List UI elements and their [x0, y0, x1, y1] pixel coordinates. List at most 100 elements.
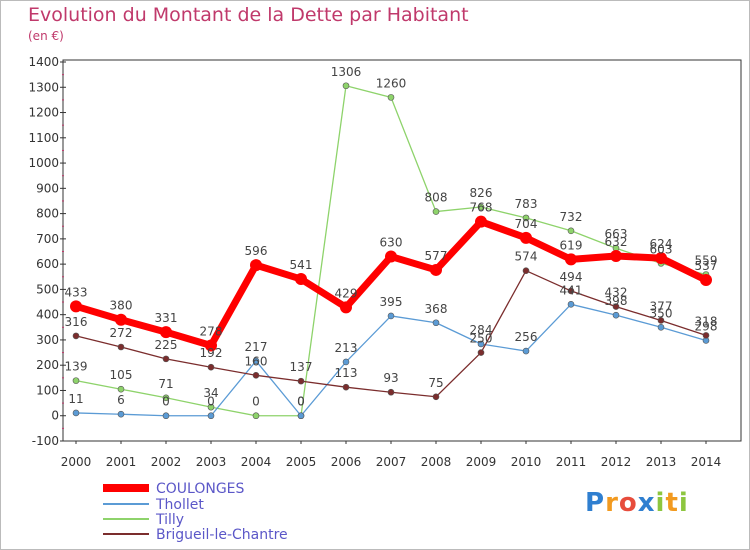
data-point [610, 250, 622, 263]
legend-entry: Brigueil-le-Chantre [156, 527, 288, 543]
x-tick-label: 2014 [691, 455, 722, 469]
y-tick-label: 100 [36, 383, 59, 397]
data-label: 71 [158, 377, 173, 391]
data-label: 93 [383, 371, 398, 385]
y-tick-label: 300 [36, 333, 59, 347]
data-label: 192 [200, 346, 223, 360]
y-tick-label: 1100 [28, 131, 59, 145]
y-tick-label: 200 [36, 358, 59, 372]
data-point [567, 287, 575, 295]
data-point [655, 252, 667, 265]
data-point [342, 358, 350, 366]
x-tick-label: 2005 [286, 455, 317, 469]
data-label: 6 [117, 393, 125, 407]
data-label: 826 [470, 186, 493, 200]
x-tick-label: 2011 [556, 455, 587, 469]
data-point [702, 332, 710, 339]
data-label: 316 [65, 315, 88, 329]
data-point [252, 372, 260, 379]
data-point [612, 311, 620, 319]
data-label: 632 [605, 235, 628, 249]
data-label: 1260 [376, 76, 407, 90]
data-point [522, 347, 530, 355]
y-tick-label: 1400 [28, 55, 59, 69]
data-point [205, 339, 217, 352]
data-label: 395 [380, 295, 403, 309]
data-label: 377 [650, 299, 673, 313]
data-label: 350 [650, 306, 673, 320]
data-label: 559 [695, 253, 718, 267]
data-label: 160 [245, 354, 268, 368]
y-tick-label: 1300 [28, 80, 59, 94]
data-point [252, 357, 260, 365]
y-tick-label: 400 [36, 308, 59, 322]
unit-label: (en €) [28, 29, 64, 43]
data-label: 1306 [331, 65, 362, 79]
data-label: 217 [245, 340, 268, 354]
data-point [387, 312, 395, 320]
data-label: 541 [290, 258, 313, 272]
data-label: 113 [335, 366, 358, 380]
data-point [160, 326, 172, 339]
x-tick-label: 2008 [421, 455, 452, 469]
data-point [567, 227, 575, 235]
chart-title: Evolution du Montant de la Dette par Hab… [28, 4, 469, 26]
data-label: 441 [560, 283, 583, 297]
data-label: 318 [695, 314, 718, 328]
data-point [117, 410, 125, 418]
data-label: 624 [650, 237, 673, 251]
plot-border [62, 59, 742, 442]
y-tick-label: 1000 [28, 156, 59, 170]
data-label: 619 [560, 238, 583, 252]
x-tick-label: 2001 [106, 455, 137, 469]
data-point [432, 208, 440, 215]
data-label: 284 [470, 323, 493, 337]
data-label: 278 [200, 324, 223, 338]
data-point [700, 274, 712, 287]
data-point [297, 377, 305, 385]
data-point [657, 317, 665, 324]
data-point [477, 340, 485, 348]
proxiti-logo: Proxiti [585, 488, 689, 518]
data-label: 732 [560, 210, 583, 224]
data-label: 0 [297, 395, 305, 409]
data-point [522, 214, 530, 222]
data-point [342, 383, 350, 391]
data-label: 272 [110, 326, 133, 340]
data-point [385, 250, 397, 263]
data-label: 429 [335, 286, 358, 300]
data-label: 808 [425, 191, 448, 205]
data-point [72, 409, 80, 417]
x-tick-label: 2013 [646, 455, 677, 469]
data-label: 768 [470, 201, 493, 215]
data-label: 225 [155, 338, 178, 352]
legend-entry: Thollet [155, 497, 204, 513]
data-point [612, 303, 620, 310]
data-label: 577 [425, 249, 448, 263]
y-tick-label: 700 [36, 232, 59, 246]
data-label: 213 [335, 341, 358, 355]
data-point [115, 313, 127, 326]
data-label: 0 [207, 395, 215, 409]
data-point [162, 394, 170, 402]
data-label: 380 [110, 299, 133, 313]
y-tick-label: 800 [36, 207, 59, 221]
x-tick-label: 2007 [376, 455, 407, 469]
data-point [522, 267, 530, 275]
data-point [162, 412, 170, 420]
data-point [567, 301, 575, 308]
data-label: 105 [110, 368, 133, 382]
data-label: 250 [470, 332, 493, 346]
data-label: 368 [425, 302, 448, 316]
data-label: 783 [515, 197, 538, 211]
data-point [162, 355, 170, 363]
y-tick-label: 900 [36, 181, 59, 195]
data-label: 0 [252, 395, 260, 409]
x-tick-label: 2003 [196, 455, 227, 469]
data-point [207, 412, 215, 420]
data-point [475, 215, 487, 228]
data-label: 704 [515, 217, 538, 231]
data-label: 75 [428, 376, 443, 390]
